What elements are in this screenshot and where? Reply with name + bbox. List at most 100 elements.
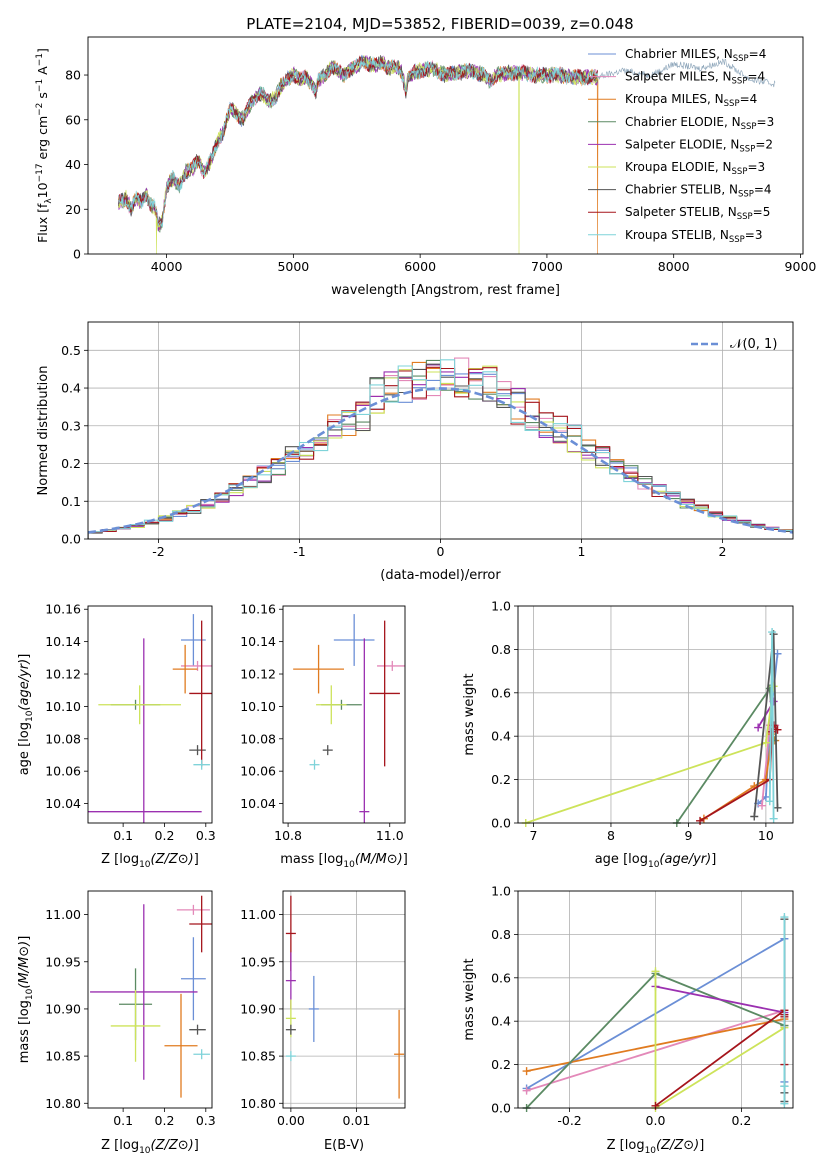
x-axis-label: (data-model)/error (380, 568, 501, 583)
label-subscript: 10 (645, 1146, 657, 1156)
spectrum-line (118, 55, 598, 232)
weight-marker (780, 1082, 789, 1091)
legend-text: Kroupa STELIB, N (625, 228, 729, 242)
weight-marker (780, 913, 789, 922)
x-tick-label: 0.00 (277, 1113, 305, 1128)
y-tick-label: 10.10 (240, 699, 276, 714)
legend-text: Salpeter MILES, N (625, 70, 732, 84)
spectrum-line (118, 54, 598, 226)
weight-marker (750, 812, 759, 821)
weight-marker (696, 816, 705, 825)
x-tick-label: 0.1 (113, 1113, 133, 1128)
y-tick-label: 20 (65, 202, 81, 217)
x-axis-label: Z [log10(Z/Z⊙)] (607, 1138, 705, 1156)
y-tick-label: 10.04 (240, 796, 276, 811)
x-axis-label: E(B-V) (324, 1138, 364, 1153)
label-subscript: 10 (25, 988, 35, 1000)
legend-text: Chabrier MILES, N (625, 47, 733, 61)
x-tick-label: 0 (437, 544, 445, 559)
label-part: Z [log (101, 852, 139, 867)
y-tick-label: 11.00 (240, 907, 276, 922)
x-tick-label: 0.2 (731, 1113, 751, 1128)
y-tick-label: 10.04 (45, 796, 81, 811)
y-tick-label: 10.90 (45, 1001, 81, 1016)
label-part: ] (711, 852, 716, 867)
weight-marker (758, 801, 767, 810)
weight-marker (768, 628, 777, 637)
label-part: age [log (595, 852, 648, 867)
weight-marker (765, 797, 774, 806)
label-italic: (Z/Z⊙) (151, 1138, 194, 1153)
y-tick-label: 0.2 (491, 1057, 511, 1072)
label-italic: (age/yr) (659, 852, 711, 867)
axes-frame (282, 890, 406, 1109)
label-part: Z [log (607, 1138, 645, 1153)
label-subscript: 10 (139, 860, 151, 870)
label-part: −17 (35, 163, 45, 182)
y-tick-label: 0.0 (491, 1101, 511, 1116)
y-tick-label: 0.4 (491, 729, 511, 744)
label-part: ] (17, 936, 32, 941)
x-tick-label: 0.0 (646, 1113, 666, 1128)
label-subscript: 10 (139, 1146, 151, 1156)
histogram-step (88, 359, 793, 539)
x-tick-label: 7 (530, 828, 538, 843)
label-part: −1 (35, 79, 45, 92)
y-tick-label: 0.8 (491, 642, 511, 657)
label-part: ] (35, 48, 50, 53)
label-part: A (35, 66, 50, 79)
label-part: ] (17, 654, 32, 659)
legend-label: Kroupa STELIB, NSSP=3 (625, 228, 763, 245)
y-tick-label: 0.6 (491, 685, 511, 700)
weight-line (654, 1008, 786, 1107)
axes-frame (87, 36, 804, 255)
label-italic: (M/M⊙) (17, 941, 32, 989)
label-part: Flux [f (35, 203, 50, 243)
spectrum-line (118, 54, 598, 254)
weight-marker (773, 725, 782, 734)
y-tick-label: 11.00 (45, 907, 81, 922)
x-tick-label: 0.01 (343, 1113, 371, 1128)
z-weight-plot: -0.2 0.0 0.2 0.0 0.2 0.4 0.6 0.8 1.0 mass weight Z… (462, 884, 794, 1156)
spectrum-line (118, 56, 598, 228)
x-tick-label: 1 (578, 544, 586, 559)
y-tick-label: 10.08 (240, 731, 276, 746)
y-tick-label: 10.95 (45, 954, 81, 969)
y-tick-label: 10.80 (45, 1096, 81, 1111)
weight-marker (522, 1086, 531, 1095)
y-tick-label: 10.12 (240, 667, 276, 682)
y-tick-label: 1.0 (491, 599, 511, 614)
weight-marker (761, 738, 770, 747)
legend-label: Chabrier STELIB, NSSP=4 (625, 183, 772, 200)
weight-marker (651, 1101, 660, 1110)
legend-label: Chabrier ELODIE, NSSP=3 (625, 115, 774, 132)
x-tick-label: 8 (607, 828, 615, 843)
y-axis-label: mass weight (462, 958, 477, 1040)
spectrum-line (118, 56, 598, 228)
y-axis-label: age [log10(age/yr)] (17, 654, 35, 776)
axes-frame (517, 890, 794, 1109)
legend-text: Chabrier STELIB, N (625, 183, 738, 197)
weight-marker (651, 967, 660, 976)
legend-text: =3 (745, 228, 763, 242)
legend-text: Salpeter STELIB, N (625, 205, 737, 219)
label-part: age [log (17, 722, 32, 775)
legend-label: Salpeter MILES, NSSP=4 (625, 70, 765, 87)
x-tick-label: 9 (684, 828, 692, 843)
x-tick-label: 0.3 (196, 1113, 216, 1128)
x-tick-label: 0.2 (155, 828, 175, 843)
y-tick-label: 10.10 (45, 699, 81, 714)
y-tick-label: 10.14 (45, 634, 81, 649)
label-part: ] (699, 1138, 704, 1153)
axes-frame (87, 605, 213, 824)
y-tick-label: 0.0 (61, 532, 81, 547)
mass-age-plot: 10.8 11.0 10.04 10.06 10.08 10.10 10.12 10.14 10… (240, 602, 408, 870)
z-age-plot: 0.1 0.2 0.3 10.04 10.06 10.08 10.10 10.12 10.14 1… (17, 602, 216, 870)
label-italic: (Z/Z⊙) (656, 1138, 699, 1153)
y-tick-label: 10.95 (240, 954, 276, 969)
y-tick-label: 10.12 (45, 667, 81, 682)
label-part: −2 (35, 103, 45, 116)
y-axis-label: Normed distribution (36, 366, 51, 496)
y-tick-label: 10.16 (45, 602, 81, 617)
y-axis-label: mass weight (462, 673, 477, 755)
